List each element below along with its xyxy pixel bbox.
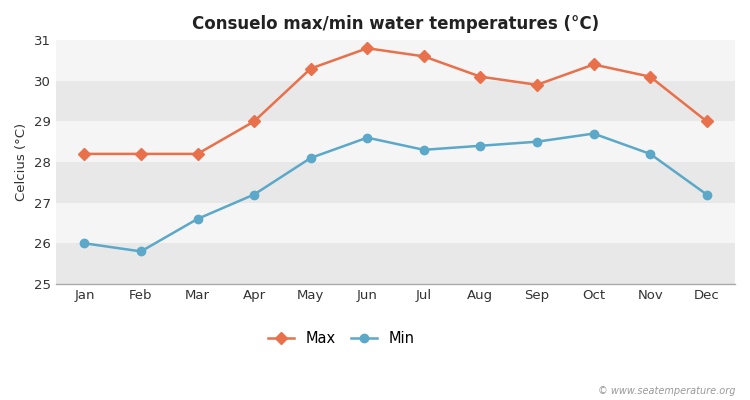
Line: Min: Min [80, 130, 711, 256]
Max [646, 74, 655, 79]
Bar [56, 203, 735, 243]
Max [532, 82, 542, 87]
Min [589, 131, 598, 136]
Max [193, 152, 202, 156]
Bar [56, 162, 735, 203]
Max [306, 66, 315, 71]
Max [589, 62, 598, 67]
Min [419, 148, 428, 152]
Bar [56, 121, 735, 162]
Max [80, 152, 89, 156]
Bar [56, 81, 735, 121]
Max [702, 119, 711, 124]
Title: Consuelo max/min water temperatures (°C): Consuelo max/min water temperatures (°C) [192, 15, 599, 33]
Text: © www.seatemperature.org: © www.seatemperature.org [598, 386, 735, 396]
Min [136, 249, 146, 254]
Bar [56, 40, 735, 81]
Legend: Max, Min: Max, Min [262, 325, 420, 352]
Min [80, 241, 89, 246]
Min [702, 192, 711, 197]
Max [250, 119, 259, 124]
Min [193, 216, 202, 221]
Y-axis label: Celcius (°C): Celcius (°C) [15, 123, 28, 201]
Max [363, 46, 372, 51]
Min [476, 143, 485, 148]
Bar [56, 243, 735, 284]
Line: Max: Max [80, 44, 711, 158]
Min [250, 192, 259, 197]
Min [646, 152, 655, 156]
Max [419, 54, 428, 59]
Min [532, 139, 542, 144]
Max [476, 74, 485, 79]
Min [363, 135, 372, 140]
Min [306, 156, 315, 160]
Max [136, 152, 146, 156]
